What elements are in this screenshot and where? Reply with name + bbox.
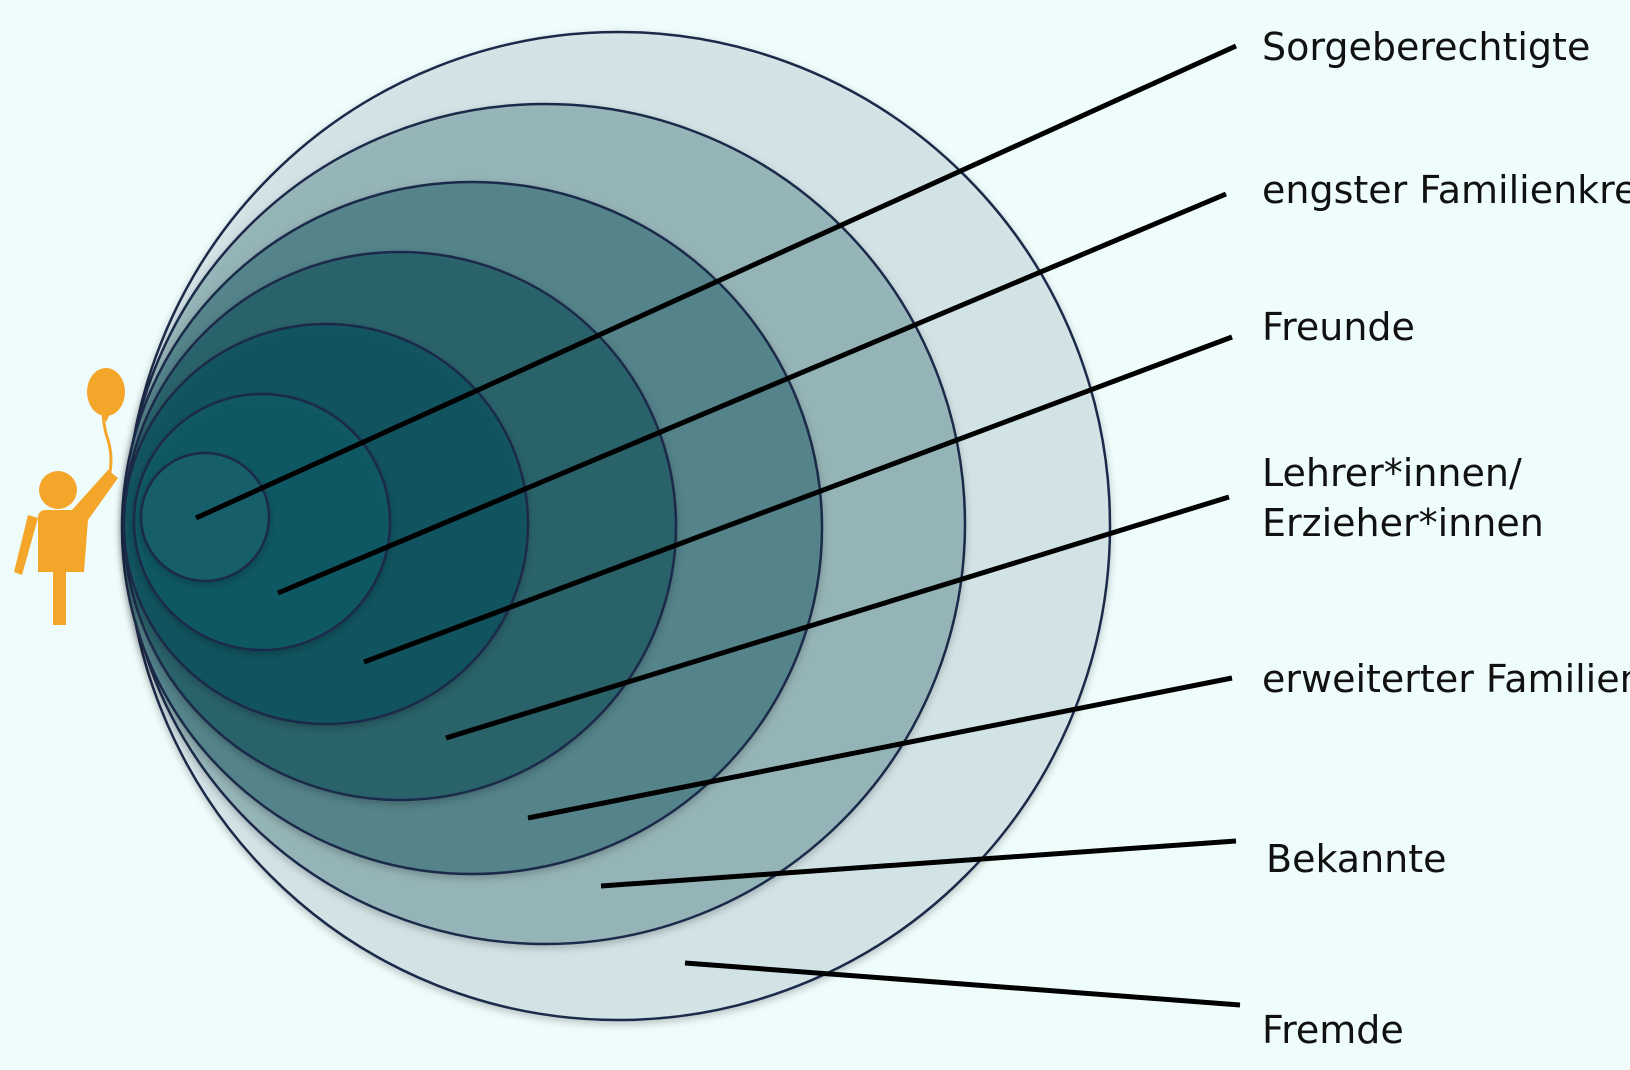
ring-label-line: Lehrer*innen/ [1262,451,1522,495]
ring-label-line: Sorgeberechtigte [1262,25,1590,69]
ring-label-3: Freunde [1262,305,1415,349]
ring-label-6: Bekannte [1266,837,1447,881]
labels-layer: Sorgeberechtigte engster Familienkreis Fre… [1262,25,1630,1052]
leader-line-4 [445,494,1230,741]
ring-label-4: Lehrer*innen/Erzieher*innen [1262,451,1544,545]
leader-line-6 [600,838,1237,889]
ring-label-1: Sorgeberechtigte [1262,25,1590,69]
child-with-balloon-icon [14,368,125,625]
ring-label-line: Bekannte [1266,837,1447,881]
rings-layer [120,30,1112,1022]
leader-line-7 [684,960,1241,1008]
ring-label-2: engster Familienkreis [1262,168,1630,212]
leader-line-3 [363,334,1233,665]
ring-label-line: erweiterter Familienkreis [1262,657,1630,701]
leader-lines-layer [194,43,1241,1008]
ring-1 [139,451,271,583]
ring-label-5: erweiterter Familienkreis [1262,657,1630,701]
leader-line-2 [277,191,1227,596]
ring-label-line: engster Familienkreis [1262,168,1630,212]
ring-label-line: Erzieher*innen [1262,501,1544,545]
ring-label-line: Freunde [1262,305,1415,349]
leader-line-1 [194,43,1238,521]
ring-label-line: Fremde [1262,1008,1404,1052]
ring-label-7: Fremde [1262,1008,1404,1052]
leader-line-5 [527,675,1233,821]
